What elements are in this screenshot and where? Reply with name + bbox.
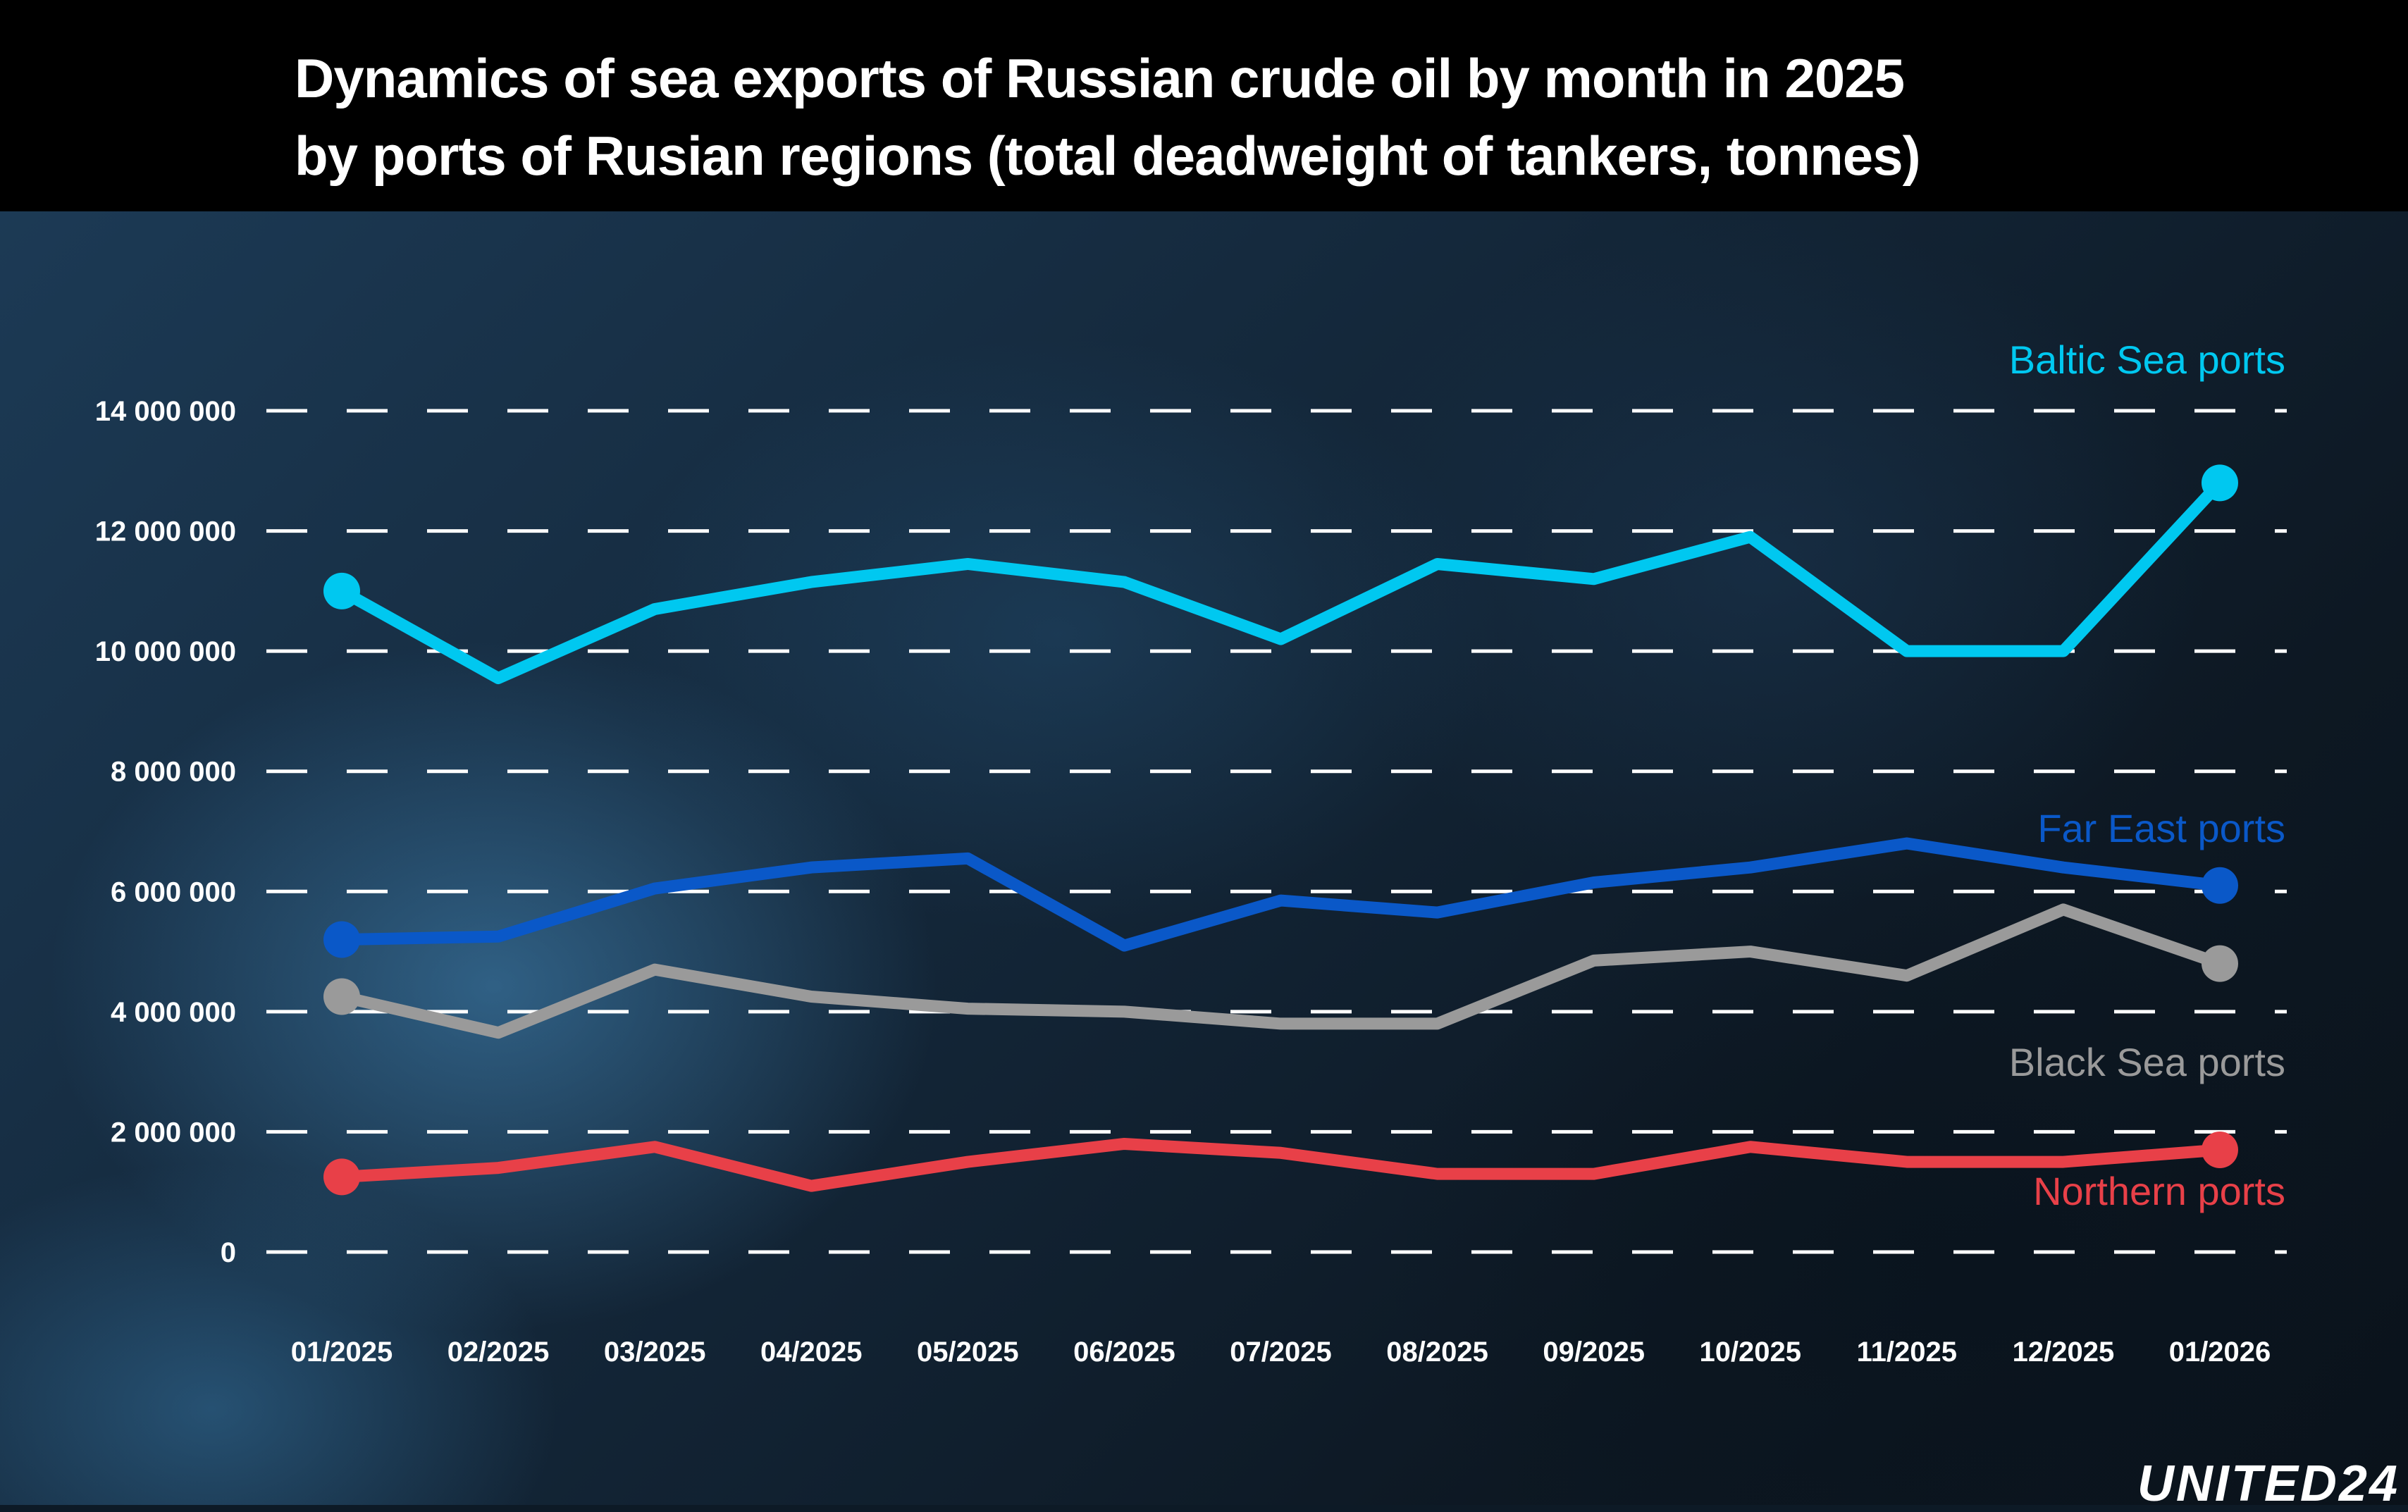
series-label-black-sea-ports: Black Sea ports — [2009, 1040, 2285, 1084]
x-tick-label: 09/2025 — [1543, 1337, 1645, 1368]
data-point-far-east-ports — [2202, 867, 2238, 904]
data-point-black-sea-ports — [1437, 1023, 1438, 1024]
x-tick-label: 11/2025 — [1857, 1337, 1957, 1368]
title-line-1: Dynamics of sea exports of Russian crude… — [295, 47, 1905, 109]
data-point-northern-ports — [498, 1167, 499, 1169]
data-point-northern-ports — [323, 1158, 360, 1196]
y-tick-label: 2 000 000 — [111, 1117, 236, 1148]
data-point-far-east-ports — [810, 867, 812, 868]
y-tick-label: 8 000 000 — [111, 757, 236, 788]
y-tick-label: 12 000 000 — [95, 516, 236, 547]
series-label-northern-ports: Northern ports — [2033, 1169, 2285, 1213]
x-tick-label: 03/2025 — [604, 1337, 706, 1368]
series-line-far-east-ports — [335, 837, 2226, 952]
x-tick-label: 12/2025 — [2013, 1337, 2115, 1368]
data-point-baltic-sea-ports — [2202, 464, 2238, 502]
data-point-black-sea-ports — [1906, 975, 1908, 977]
data-point-far-east-ports — [1750, 867, 1751, 868]
data-point-black-sea-ports — [2202, 945, 2238, 982]
data-point-far-east-ports — [1593, 881, 1595, 883]
series-label-baltic-sea-ports: Baltic Sea ports — [2009, 337, 2285, 382]
data-point-far-east-ports — [1280, 900, 1281, 901]
x-tick-label: 01/2025 — [291, 1337, 393, 1368]
data-point-baltic-sea-ports — [1280, 638, 1281, 640]
data-point-black-sea-ports — [1593, 960, 1595, 961]
data-point-baltic-sea-ports — [1906, 650, 1908, 652]
x-tick-label: 01/2026 — [2169, 1337, 2271, 1368]
y-tick-label: 14 000 000 — [95, 396, 236, 427]
data-point-far-east-ports — [323, 921, 360, 958]
data-point-black-sea-ports — [1750, 951, 1751, 953]
united24-logo: UNITED24 — [2137, 1456, 2400, 1512]
data-point-northern-ports — [1750, 1146, 1751, 1148]
x-tick-label: 07/2025 — [1230, 1337, 1332, 1368]
data-point-northern-ports — [1593, 1173, 1595, 1175]
title-bar — [0, 0, 2408, 211]
data-point-black-sea-ports — [498, 1032, 499, 1034]
x-tick-label: 06/2025 — [1073, 1337, 1175, 1368]
y-tick-label: 4 000 000 — [111, 997, 236, 1028]
data-point-northern-ports — [2202, 1132, 2238, 1169]
data-point-baltic-sea-ports — [1750, 536, 1751, 538]
data-point-northern-ports — [1437, 1173, 1438, 1175]
series-line-black-sea-ports — [335, 903, 2226, 1039]
data-point-baltic-sea-ports — [1593, 578, 1595, 580]
chart-title: Dynamics of sea exports of Russian crude… — [295, 39, 2127, 194]
data-point-baltic-sea-ports — [810, 581, 812, 583]
data-point-black-sea-ports — [1280, 1023, 1281, 1024]
data-point-black-sea-ports — [810, 996, 812, 998]
series-line-northern-ports — [335, 1137, 2226, 1192]
data-point-baltic-sea-ports — [323, 572, 360, 609]
data-point-black-sea-ports — [323, 978, 360, 1015]
x-tick-label: 08/2025 — [1386, 1337, 1488, 1368]
series-line-baltic-sea-ports — [335, 476, 2226, 685]
x-tick-label: 05/2025 — [917, 1337, 1019, 1368]
data-point-black-sea-ports — [1123, 1011, 1125, 1012]
y-tick-label: 0 — [221, 1237, 236, 1268]
y-tick-label: 6 000 000 — [111, 876, 236, 907]
x-tick-label: 04/2025 — [760, 1337, 863, 1368]
y-tick-label: 10 000 000 — [95, 636, 236, 667]
data-point-far-east-ports — [1437, 912, 1438, 913]
x-tick-label: 10/2025 — [1699, 1337, 1801, 1368]
data-point-far-east-ports — [498, 936, 499, 937]
data-point-northern-ports — [1906, 1161, 1908, 1163]
title-line-2: by ports of Rusian regions (total deadwe… — [295, 125, 1921, 187]
data-point-baltic-sea-ports — [1123, 581, 1125, 583]
series-label-far-east-ports: Far East ports — [2037, 806, 2285, 850]
x-tick-label: 02/2025 — [447, 1337, 550, 1368]
data-point-far-east-ports — [1906, 843, 1908, 844]
